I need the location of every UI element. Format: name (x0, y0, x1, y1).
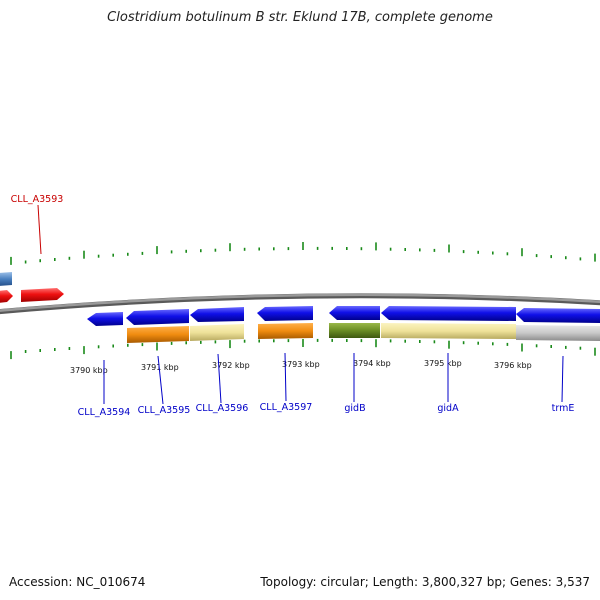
accession-text: Accession: NC_010674 (9, 575, 146, 589)
cog-bar-khaki-1 (190, 324, 244, 341)
leader-line-cll-a3597 (284, 352, 287, 402)
gene-label-cll-a3595: CLL_A3595 (138, 405, 191, 416)
cog-bar-khaki-2 (381, 323, 516, 339)
feature-arrow-red-cll-a3593 (21, 288, 64, 302)
cog-bar-orange-2 (258, 323, 313, 339)
gene-labels: CLL_A3593 CLL_A3594 CLL_A3595 CLL_A3596 … (11, 194, 575, 418)
gene-label-cll-a3596: CLL_A3596 (196, 403, 249, 414)
cds-arrow-gida (381, 306, 516, 321)
gene-label-cll-a3593: CLL_A3593 (11, 194, 64, 205)
leader-line-cll-a3596 (217, 353, 222, 404)
cds-arrow-cll-a3594 (87, 312, 123, 326)
kbp-label: 3794 kbp (353, 359, 391, 368)
gene-label-cll-a3597: CLL_A3597 (260, 402, 313, 413)
cds-arrow-cll-a3595 (126, 309, 189, 325)
leader-line-trme (561, 355, 564, 403)
cds-arrow-cll-a3597 (257, 306, 313, 321)
map-title: Clostridium botulinum B str. Eklund 17B,… (107, 10, 493, 25)
gene-label-trme: trmE (552, 403, 575, 414)
gene-label-gida: gidA (437, 403, 459, 414)
position-labels: 3790 kbp 3791 kbp 3792 kbp 3793 kbp 3794… (70, 359, 532, 375)
kbp-label: 3790 kbp (70, 366, 108, 375)
topology-summary: Topology: circular; Length: 3,800,327 bp… (260, 575, 590, 589)
gene-label-cll-a3594: CLL_A3594 (78, 407, 131, 418)
cds-arrow-cll-a3596 (190, 307, 244, 322)
leader-line-cll-a3593 (37, 204, 42, 255)
feature-arrow-red-left (0, 290, 13, 303)
leader-line-cll-a3595 (157, 355, 164, 405)
backbone (0, 293, 600, 312)
kbp-label: 3796 kbp (494, 361, 532, 370)
kbp-label: 3791 kbp (141, 363, 179, 372)
kbp-label: 3793 kbp (282, 360, 320, 369)
cog-bar-orange-1 (127, 326, 189, 343)
cds-arrow-gidb (329, 306, 380, 320)
cds-arrow-trme (516, 308, 600, 323)
kbp-label: 3792 kbp (212, 361, 250, 370)
gene-label-leaders (37, 204, 564, 405)
feature-arrow-lightblue (0, 272, 12, 286)
tick-marks-outer (10, 242, 596, 265)
kbp-label: 3795 kbp (424, 359, 462, 368)
tick-marks-inner (10, 338, 596, 360)
cog-bar-grey (516, 325, 600, 341)
cog-bar-olive (329, 323, 380, 338)
gene-label-gidb: gidB (344, 403, 365, 414)
